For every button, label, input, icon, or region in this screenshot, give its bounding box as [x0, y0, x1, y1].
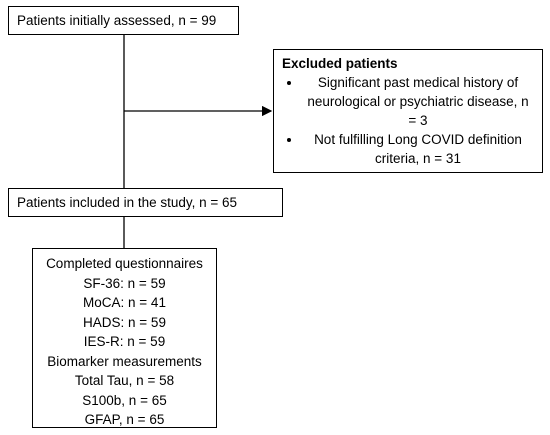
node: Excluded patients Significant past medic… [273, 49, 543, 173]
node: Patients initially assessed, n = 99 [8, 6, 239, 35]
node-line: IES-R: n = 59 [83, 334, 166, 349]
list-item: Not fulfilling Long COVID definition cri… [302, 130, 534, 168]
list: Significant past medical history of neur… [282, 73, 534, 168]
node-line: Total Tau, n = 58 [74, 373, 175, 388]
node-line: Biomarker measurements [47, 353, 202, 369]
node-line: S100b, n = 65 [82, 392, 167, 408]
list-item: Significant past medical history of neur… [302, 73, 534, 130]
node-line: MoCA: n = 41 [83, 295, 166, 310]
node: Completed questionnaires SF-36: n = 59 MoC… [32, 248, 217, 428]
node-line: SF-36: n = 59 [83, 275, 166, 291]
node-line: Completed questionnaires [46, 256, 203, 271]
node-line: GFAP, n = 65 [84, 412, 165, 427]
node: Patients included in the study, n = 65 [8, 188, 283, 217]
node-line: HADS: n = 59 [83, 314, 166, 330]
node-title: Excluded patients [282, 56, 398, 71]
